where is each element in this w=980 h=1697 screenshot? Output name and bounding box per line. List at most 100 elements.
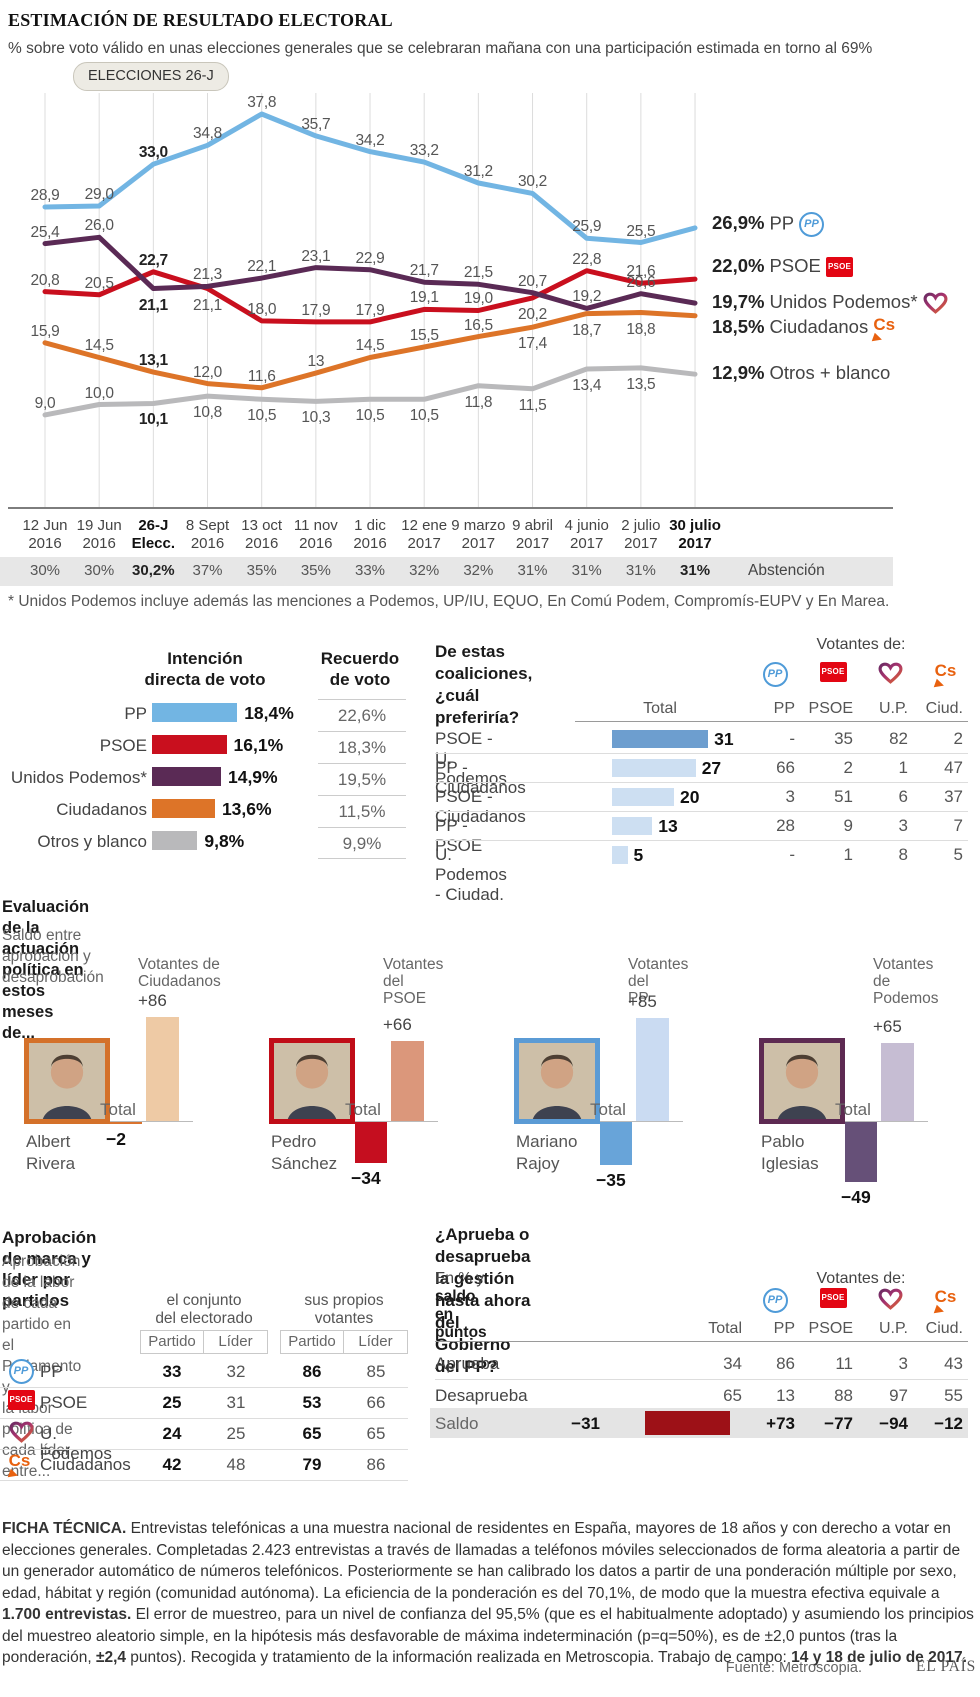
gestion-subtitle: En % y saldo en puntos	[435, 1270, 487, 1342]
coalition-cell-value: -	[789, 845, 795, 864]
politician-photo-frame	[24, 1038, 110, 1124]
politician-photo-placeholder	[764, 1043, 840, 1119]
point-label-psoe: 22,8	[572, 250, 602, 268]
coalition-cell-value: 6	[898, 787, 908, 806]
votantes-group-value: +66	[383, 1015, 412, 1035]
gestion-cell-value: 13	[776, 1386, 795, 1405]
x-axis-year: 2016	[299, 535, 333, 552]
saldo-cell-value: −94	[879, 1414, 908, 1433]
abstencion-value: 32%	[409, 562, 440, 579]
point-label-otros: 10,0	[84, 384, 114, 402]
point-label-up: 21,7	[409, 262, 439, 280]
row-separator	[435, 1379, 968, 1380]
x-axis-year: 2016	[244, 535, 279, 552]
votantes-col-icon-psoe: PSOE	[818, 662, 848, 682]
col-header-cs: Ciud.	[925, 1320, 963, 1337]
unidos-podemos-heart-icon	[878, 1288, 902, 1310]
pp-logo-icon: PP	[8, 1359, 34, 1384]
politician-name: Pablo Iglesias	[761, 1132, 819, 1173]
coalition-cell-value: 3	[785, 787, 795, 806]
legend-item-pp: 26,9% PP PP	[712, 211, 824, 237]
total-value: −2	[106, 1129, 126, 1150]
intencion-value-psoe: 16,1%	[233, 735, 284, 755]
x-axis-label: 9 marzo 2017	[442, 517, 514, 553]
x-axis-label: 9 abril 2017	[497, 517, 569, 553]
politician-photo-frame	[759, 1038, 845, 1124]
total-label: Total	[835, 1100, 871, 1119]
aprobacion-value: 48	[226, 1455, 246, 1474]
point-label-pp: 30,2	[518, 173, 547, 191]
saldo-total-value: −31	[571, 1414, 600, 1433]
ficha-bold-text: 14 y 18 de julio de 2017.	[791, 1649, 967, 1666]
party-icon-cs: Cs	[6, 1452, 36, 1481]
point-label-otros: 10,1	[138, 411, 168, 429]
point-label-pp: 28,9	[30, 186, 60, 204]
x-axis-date: 1 dic	[354, 517, 386, 534]
party-label-pp: PP	[40, 1362, 63, 1381]
page-title: ESTIMACIÓN DE RESULTADO ELECTORAL	[8, 10, 393, 30]
x-axis-year: 2017	[624, 535, 658, 552]
votantes-group-label: Votantes del PSOE	[383, 956, 444, 1007]
col-header-total: Total	[708, 1320, 742, 1337]
legend-item-psoe: 22,0% PSOE PSOE	[712, 255, 854, 278]
point-label-psoe: 22,7	[138, 251, 168, 269]
abstencion-value: 37%	[192, 562, 223, 579]
coalition-cell-value: 51	[834, 787, 853, 806]
point-label-cs: 18,8	[626, 320, 656, 338]
point-label-pp: 33,2	[409, 142, 439, 160]
col-header-partido: Partido	[280, 1330, 344, 1354]
point-label-psoe: 21,6	[626, 263, 656, 281]
gestion-cell-value: 43	[944, 1354, 963, 1373]
group-header-votantes: sus propios votantes	[304, 1292, 384, 1327]
intencion-value-otros: 9,8%	[204, 831, 245, 851]
aprobacion-value: 33	[162, 1362, 182, 1381]
votantes-group-label: Votantes de Podemos	[873, 956, 939, 1007]
abstencion-value: 30%	[29, 562, 61, 579]
gestion-row-label: Desaprueba	[435, 1386, 528, 1405]
series-line-cs	[42, 310, 698, 391]
coalition-cell-value: 37	[944, 787, 963, 806]
aprobacion-title: Aprobación de marca y líder por partidos	[2, 1228, 97, 1310]
votantes-de-label: Votantes de:	[816, 1270, 906, 1287]
group-header-electorado: el conjunto del electorado	[155, 1292, 253, 1327]
legend-item-otros: 12,9% Otros + blanco	[712, 362, 890, 384]
gestion-row-label: Aprueba	[435, 1354, 500, 1373]
ficha-bold-text: ±2,4	[95, 1649, 126, 1666]
total-bar	[600, 1122, 632, 1165]
ficha-text: Entrevistas telefónicas a una muestra na…	[2, 1520, 961, 1602]
coalition-cell-value: 66	[776, 758, 795, 777]
point-label-up: 21,5	[463, 264, 493, 282]
intencion-bar-otros	[152, 831, 198, 850]
votantes-group-bar	[391, 1041, 424, 1122]
gestion-subtitle-bold: saldo en puntos	[435, 1288, 487, 1341]
point-label-cs: 11,6	[247, 367, 276, 385]
intencion-bar-up	[152, 767, 221, 786]
point-label-cs: 17,4	[518, 335, 547, 353]
coalition-label: PSOE - U. Podemos	[435, 729, 507, 788]
coalition-cell-value: 9	[843, 816, 853, 835]
coalition-cell-value: 8	[898, 845, 908, 864]
politician-photo-placeholder	[29, 1043, 105, 1119]
abstencion-value: 33%	[355, 562, 386, 579]
point-label-up: 21,1	[138, 296, 168, 314]
gestion-total-value: 34	[723, 1354, 742, 1373]
evaluacion-subtitle: Saldo entre aprobación y desaprobación	[2, 927, 104, 986]
point-label-otros: 13,5	[626, 375, 656, 393]
point-label-otros: 9,0	[34, 394, 56, 412]
aprobacion-value: 25	[226, 1424, 246, 1443]
votantes-col-icon-up	[875, 1288, 905, 1310]
x-axis-year: 2016	[28, 535, 62, 552]
party-icon-psoe: PSOE	[6, 1390, 36, 1410]
x-axis-label: 13 oct 2016	[226, 517, 298, 553]
evaluacion-title: Evaluación de la actuación política en e…	[2, 898, 90, 1042]
point-label-cs: 18,7	[572, 321, 602, 339]
x-axis-date: 26-J	[138, 517, 169, 534]
poll-line-chart	[8, 93, 893, 509]
total-label: Total	[345, 1100, 381, 1119]
point-label-up: 21,3	[193, 266, 222, 284]
page-subtitle: % sobre voto válido en unas elecciones g…	[8, 40, 873, 57]
point-label-otros: 10,3	[301, 409, 331, 427]
legend-name: Otros + blanco	[769, 362, 891, 384]
coalition-cell-value: 1	[843, 845, 853, 864]
total-value: −35	[596, 1169, 626, 1190]
